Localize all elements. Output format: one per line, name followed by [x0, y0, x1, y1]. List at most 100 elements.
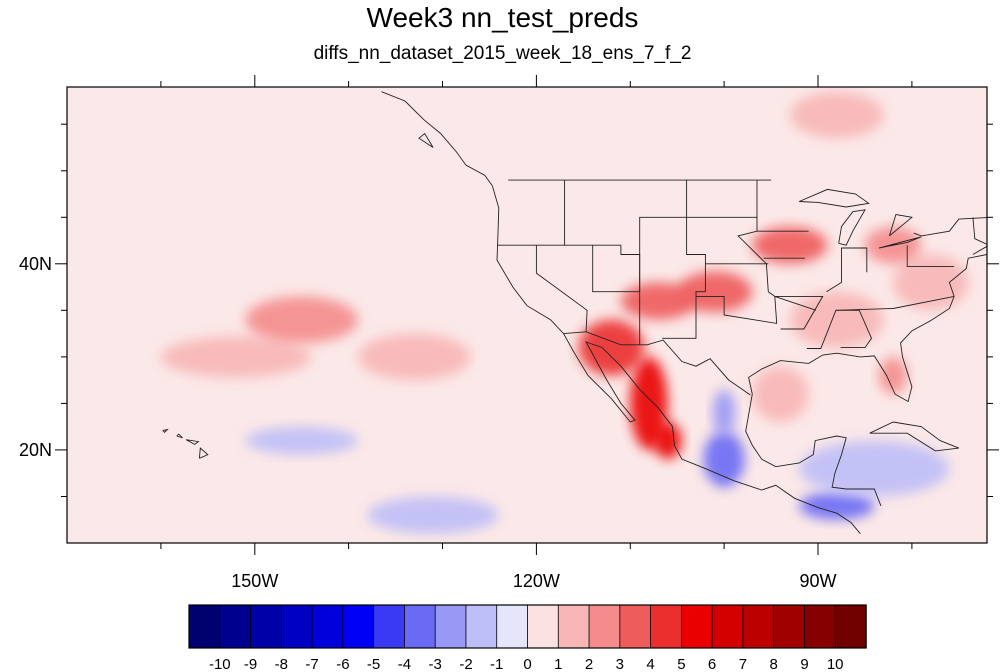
colorbar-label: 5 — [677, 656, 685, 672]
colorbar-label: 3 — [616, 656, 624, 672]
colorbar-swatch-0 — [188, 604, 221, 649]
colorbar-swatch-8 — [434, 604, 467, 649]
colorbar-label: 1 — [554, 656, 562, 672]
ar-borders — [774, 295, 824, 330]
colorbar-label: 8 — [770, 656, 778, 672]
gulf-yucatan-coast — [745, 394, 882, 506]
colorbar-label: 7 — [739, 656, 747, 672]
colorbar-label: -3 — [429, 656, 442, 672]
us-mexico-border — [563, 331, 751, 396]
lake-huron — [888, 213, 913, 237]
colorbar-label: -5 — [367, 656, 380, 672]
axis-tick-labels: 150W 120W 90W 20N 40N — [19, 254, 837, 591]
colorbar-swatch-21 — [834, 604, 867, 649]
colorbar-swatch-16 — [680, 604, 713, 649]
colorbar-swatch-14 — [619, 604, 652, 649]
colorbar-label: 10 — [827, 656, 844, 672]
anomaly-region-14 — [358, 333, 471, 381]
colorbar: -10 -9 -8 -7 -6 -5 -4 -3 -2 -1 0 1 2 3 4 5 6 7 8 9 10 — [188, 604, 867, 672]
colorbar-swatch-9 — [465, 604, 498, 649]
colorbar-swatch-13 — [588, 604, 621, 649]
pacific-coast — [491, 185, 861, 534]
colorbar-label: -2 — [459, 656, 472, 672]
axis-ticks — [55, 75, 999, 555]
anomaly-region-4 — [620, 282, 697, 320]
colorbar-label: -8 — [275, 656, 288, 672]
anomaly-region-12 — [160, 336, 312, 378]
x-tick-label: 90W — [799, 571, 836, 591]
new-england-borders — [972, 217, 987, 255]
four-corners-borders — [639, 216, 706, 345]
y-tick-label: 20N — [19, 440, 52, 460]
anomaly-region-19 — [789, 91, 884, 139]
hawaii-island — [198, 447, 209, 459]
california-border — [535, 245, 588, 332]
colorbar-label: 4 — [646, 656, 654, 672]
colorbar-label: 9 — [800, 656, 808, 672]
colorbar-swatch-6 — [373, 604, 406, 649]
lake-superior — [799, 188, 870, 208]
x-tick-label: 150W — [231, 571, 278, 591]
figure-title: Week3 nn_test_preds — [366, 2, 639, 33]
maui — [185, 439, 200, 445]
southeast-borders — [806, 309, 873, 349]
colorbar-swatch-5 — [342, 604, 375, 649]
colorbar-label: -6 — [336, 656, 349, 672]
x-tick-label: 120W — [513, 571, 560, 591]
colorbar-swatch-2 — [250, 604, 283, 649]
ny-border — [913, 217, 987, 237]
colorbar-swatch-10 — [496, 604, 529, 649]
plot-area — [67, 87, 987, 543]
colorbar-swatch-12 — [557, 604, 590, 649]
anomaly-region-2 — [653, 422, 682, 460]
anomaly-region-17 — [879, 356, 908, 395]
colorbar-label: 0 — [523, 656, 531, 672]
cuba-coast — [869, 421, 959, 452]
haida-gwaii — [418, 132, 434, 148]
lake-michigan — [838, 209, 866, 246]
anomaly-region-16 — [789, 291, 884, 348]
figure-subtitle: diffs_nn_dataset_2015_week_18_ens_7_f_2 — [313, 43, 692, 64]
colorbar-swatch-15 — [650, 604, 683, 649]
atlantic-gulf-coast — [748, 254, 987, 403]
colorbar-swatch-19 — [773, 604, 806, 649]
plains-borders — [686, 180, 778, 324]
lake-erie — [878, 236, 922, 249]
colorbar-swatch-20 — [804, 604, 836, 649]
anomaly-region-1 — [630, 356, 668, 450]
colorbar-label: -10 — [209, 656, 231, 672]
bc-alaska-coast — [381, 91, 493, 186]
midwest-borders — [826, 247, 868, 293]
plot-frame — [66, 86, 988, 544]
anomaly-region-18 — [752, 366, 809, 422]
anomaly-region-13 — [245, 296, 358, 344]
colorbar-swatch-17 — [711, 604, 744, 649]
colorbar-swatch-4 — [311, 604, 344, 649]
colorbar-label: -1 — [490, 656, 503, 672]
anomaly-region-8 — [712, 389, 736, 437]
colorbar-label: -7 — [305, 656, 318, 672]
anomaly-region-15 — [893, 254, 969, 311]
anomaly-region-7 — [799, 491, 875, 520]
colorbar-label: 2 — [585, 656, 593, 672]
tn-nc-border — [835, 295, 955, 311]
anomaly-region-10 — [245, 426, 358, 455]
colorbar-swatch-18 — [742, 604, 775, 649]
anomaly-region-9 — [799, 440, 950, 497]
colorbar-label: -4 — [398, 656, 411, 672]
coastlines — [162, 91, 987, 534]
colorbar-label: -9 — [244, 656, 257, 672]
anomaly-region-11 — [367, 496, 499, 534]
colorbar-label: 6 — [708, 656, 716, 672]
kauai — [162, 428, 169, 433]
anomaly-region-5 — [752, 226, 828, 264]
pa-borders — [906, 245, 955, 268]
colorbar-swatch-1 — [219, 604, 252, 649]
colorbar-frame — [188, 604, 867, 649]
anomaly-region-0 — [578, 319, 645, 376]
anomaly-region-6 — [703, 431, 745, 488]
colorbar-swatch-7 — [404, 604, 436, 649]
oahu — [176, 433, 183, 439]
colorbar-swatch-3 — [280, 604, 313, 649]
